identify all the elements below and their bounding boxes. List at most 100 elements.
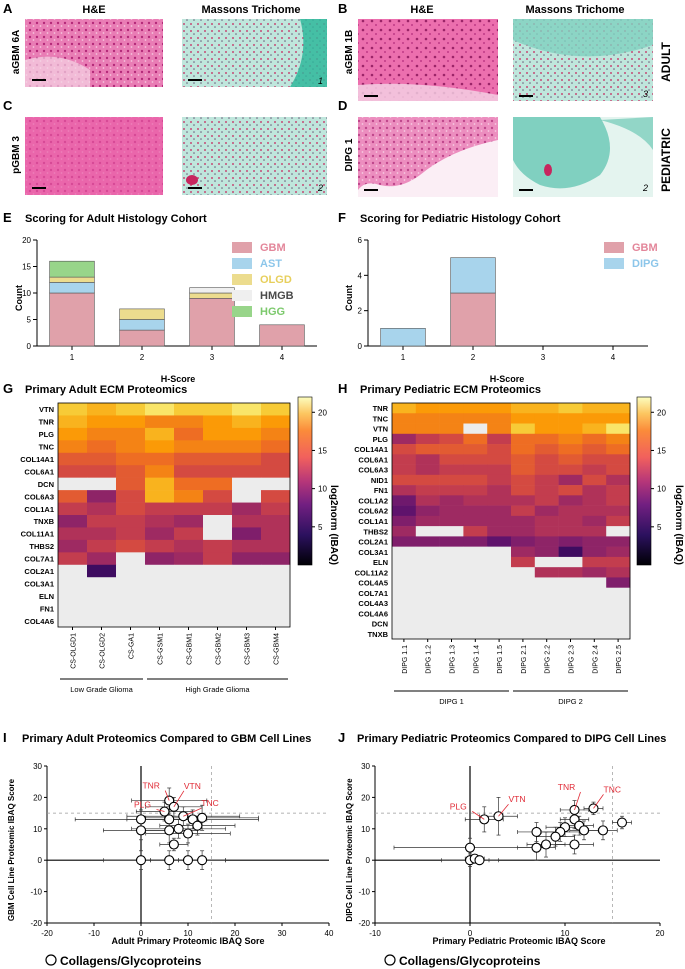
heatmap-cell bbox=[145, 427, 175, 441]
heatmap-cell bbox=[145, 415, 175, 429]
chart-i-title: Primary Adult Proteomics Compared to GBM… bbox=[22, 733, 311, 745]
heatmap-cell bbox=[582, 454, 607, 465]
row-label: COL6A1 bbox=[24, 467, 54, 476]
data-point bbox=[168, 839, 179, 850]
colorbar-tick-label: 10 bbox=[318, 485, 327, 494]
row-label: ELN bbox=[373, 558, 388, 567]
heatmap-cell bbox=[534, 413, 559, 424]
heatmap-cell bbox=[463, 444, 488, 455]
panel-letter-e: E bbox=[3, 210, 12, 225]
heatmap-cell bbox=[463, 413, 488, 424]
heatmap-cell bbox=[582, 505, 607, 517]
heatmap-cell bbox=[558, 495, 583, 506]
data-point bbox=[182, 828, 194, 839]
heatmap-cell bbox=[174, 465, 204, 478]
heatmap-cell bbox=[511, 464, 536, 476]
heatmap-cell bbox=[606, 474, 631, 486]
heatmap-cell bbox=[203, 440, 233, 454]
colorbar-tick-label: 5 bbox=[318, 523, 323, 532]
heatmap-cell bbox=[439, 495, 464, 506]
data-point bbox=[597, 825, 609, 836]
heatmap-cell bbox=[87, 465, 117, 478]
heatmap-cell bbox=[534, 536, 559, 547]
heatmap-cell bbox=[582, 474, 607, 486]
heatmap-cell bbox=[511, 433, 536, 445]
heatmap-cell bbox=[392, 536, 417, 547]
bar-segment-gbm bbox=[189, 297, 235, 347]
heatmap-cell bbox=[582, 464, 607, 476]
heatmap-cell bbox=[87, 552, 117, 566]
chart-i-legend-marker bbox=[45, 954, 57, 966]
colorbar-tick-label: 15 bbox=[318, 446, 327, 455]
group-label: DIPG 2 bbox=[558, 697, 583, 706]
column-label: CS-GBM3 bbox=[245, 633, 252, 665]
heatmap-cell bbox=[511, 556, 536, 568]
heatmap-cell bbox=[392, 526, 417, 537]
row-label: COL2A1 bbox=[24, 567, 54, 576]
x-tick-label: 2 bbox=[471, 353, 476, 362]
heatmap-cell bbox=[534, 618, 559, 630]
bar-segment-olgd bbox=[119, 308, 165, 320]
row-label: VTN bbox=[373, 425, 388, 434]
heatmap-cell bbox=[116, 440, 146, 454]
heatmap-cell bbox=[87, 490, 117, 503]
heatmap-cell bbox=[261, 552, 291, 566]
heatmap-cell bbox=[487, 403, 512, 414]
score-b: 3 bbox=[643, 89, 648, 99]
heatmap-cell bbox=[232, 577, 262, 590]
heatmap-cell bbox=[261, 465, 291, 478]
group-label: DIPG 1 bbox=[439, 697, 464, 706]
heatmap-cell bbox=[116, 403, 146, 416]
bar-segment-dipg bbox=[450, 257, 496, 294]
x-tick-label: -10 bbox=[88, 929, 100, 938]
y-tick-label: 10 bbox=[33, 825, 42, 834]
bar-segment-olgd bbox=[189, 292, 235, 299]
heatmap-cell bbox=[392, 433, 417, 445]
heatmap-cell bbox=[534, 474, 559, 486]
row-label: COL3A1 bbox=[358, 548, 388, 557]
chart-j-pediatric-vs-dipg-scatter: J Primary Pediatric Proteomics Compared … bbox=[338, 730, 666, 968]
heatmap-cell bbox=[582, 567, 607, 578]
heatmap-cell bbox=[392, 608, 417, 619]
bar-segment-gbm bbox=[259, 324, 305, 347]
heatmap-cell bbox=[232, 589, 262, 603]
heatmap-cell bbox=[232, 477, 262, 491]
y-tick-label: -20 bbox=[358, 919, 370, 928]
heatmap-cell bbox=[463, 526, 488, 537]
heatmap-cell bbox=[439, 597, 464, 609]
row-label: THBS2 bbox=[29, 542, 54, 551]
heatmap-cell bbox=[511, 577, 536, 588]
x-tick-label: 2 bbox=[140, 353, 145, 362]
row-label: COL11A2 bbox=[355, 568, 388, 577]
legend-swatch-olgd bbox=[232, 274, 252, 285]
chart-h-pediatric-ecm-heatmap: H Primary Pediatric ECM Proteomics log2n… bbox=[338, 381, 684, 706]
y-tick-label: 0 bbox=[27, 342, 32, 351]
heatmap-cell bbox=[58, 403, 88, 416]
heatmap-cell bbox=[415, 464, 440, 476]
heatmap-cell bbox=[203, 564, 233, 578]
row-label: TNC bbox=[39, 443, 55, 452]
heatmap-cell bbox=[415, 618, 440, 630]
heatmap-cell bbox=[439, 474, 464, 486]
mt-image-b: 3 bbox=[513, 19, 653, 101]
chart-e-xlabel: H-Score bbox=[161, 374, 196, 384]
row-label: THBS2 bbox=[363, 527, 388, 536]
data-point bbox=[192, 820, 203, 831]
heatmap-cell bbox=[463, 618, 488, 630]
row-label: COL4A5 bbox=[358, 579, 388, 588]
heatmap-cell bbox=[606, 485, 631, 496]
heatmap-cell bbox=[203, 527, 233, 541]
heatmap-cell bbox=[582, 485, 607, 496]
heatmap-cell bbox=[439, 587, 464, 599]
heatmap-cell bbox=[116, 527, 146, 541]
row-label: COL1A1 bbox=[358, 517, 388, 526]
heatmap-cell bbox=[606, 597, 631, 609]
score-d: 2 bbox=[642, 183, 648, 193]
x-tick-label: 20 bbox=[231, 929, 240, 938]
row-label: TNR bbox=[39, 418, 55, 427]
data-point bbox=[135, 814, 147, 825]
heatmap-cell bbox=[392, 628, 417, 640]
row-label: PLG bbox=[39, 430, 55, 439]
y-tick-label: -10 bbox=[358, 888, 370, 897]
